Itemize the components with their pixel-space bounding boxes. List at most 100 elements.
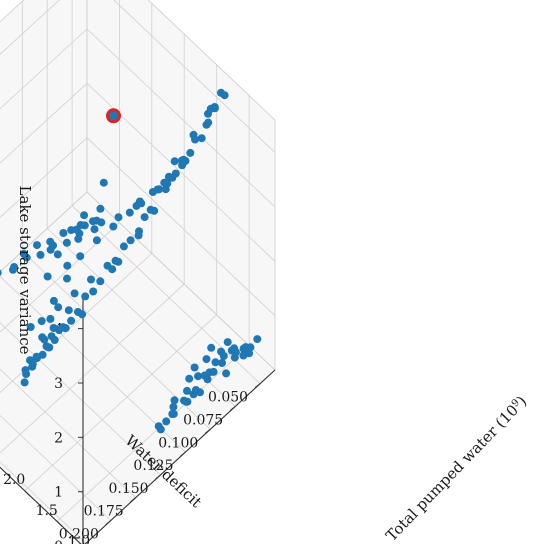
data-point-144 [33,241,41,250]
data-point-34 [185,374,194,383]
grid-z-wall-y-4 [113,0,276,153]
grid-y-floor-7 [0,461,87,544]
data-point-161 [46,245,55,254]
z-tick-label-0: 0 [54,539,63,544]
grid-z-wall-x-3 [0,28,88,110]
data-point-124 [80,211,89,220]
grid-z-wall-x-0 [0,191,88,273]
y-tick-label-2: 0.100 [158,435,198,451]
data-point-74 [126,236,135,245]
grid-z-wall-x-4 [0,0,60,55]
data-point-140 [59,229,68,237]
data-point-64 [171,169,180,178]
x-tick-mark-1 [24,490,31,497]
data-point-118 [40,335,49,344]
data-point-24 [217,347,225,356]
data-point-105 [67,316,76,325]
data-point-134 [89,217,97,226]
data-point-19 [230,344,239,353]
data-point-84 [92,236,101,245]
y-tick-mark-6 [105,520,112,525]
y-tick-mark-5 [130,497,137,503]
data-point-119 [76,252,85,261]
data-point-133 [97,218,106,227]
data-point-80 [87,275,95,284]
data-point-89 [81,292,90,301]
data-point-109 [61,324,70,333]
x-tick-label-0: 1.0 [68,533,90,544]
data-point-36 [190,363,199,372]
x-tick-mark-0 [56,521,63,527]
data-point-129 [53,250,62,259]
data-point-31 [162,417,171,426]
grid-z-wall-x-2 [0,83,88,164]
x-tick-label-2: 2.0 [3,472,25,488]
data-point-79 [109,222,118,231]
data-point-72 [148,188,157,196]
data-point-9 [222,369,231,378]
data-point-127 [49,296,58,305]
data-point-121 [99,178,108,187]
y-tick-mark-0 [254,383,261,389]
grid-x-floor-1 [24,314,217,492]
y-tick-mark-1 [229,406,236,411]
data-point-125 [63,274,71,283]
grid-z-wall-y-3 [86,28,276,208]
data-point-128 [43,272,52,281]
data-point-18 [205,368,214,377]
data-point-40 [170,396,179,405]
data-point-142 [46,237,55,246]
data-point-75 [125,208,134,217]
grid-y-floor-2 [22,251,211,430]
data-point-0 [253,335,262,344]
grid-x-floor-2 [0,283,185,454]
y-tick-label-5: 0.175 [84,504,124,520]
data-point-69 [146,205,155,214]
data-point-113 [38,350,47,359]
data-point-37 [169,402,178,411]
data-point-33 [168,410,177,418]
data-point-30 [183,386,191,395]
grid-z-wall-y-0 [86,191,276,371]
data-point-86 [70,289,79,298]
data-point-162 [9,265,17,274]
data-point-27 [223,338,232,347]
grid-y-floor-4 [0,322,161,476]
data-point-139 [62,238,71,247]
y-tick-label-0: 0.050 [208,390,248,406]
x-axis-title: Total pumped water (109) [382,392,530,544]
grid-y-floor-6 [0,414,112,521]
grid-z-wall-x-1 [0,137,88,218]
data-point-112 [55,326,63,335]
data-point-88 [114,213,123,222]
data-point-61 [220,91,229,100]
data-point-143 [36,250,45,259]
data-point-71 [119,242,128,251]
data-point-12 [241,343,250,352]
y-tick-label-6: 0.200 [59,527,99,543]
data-point-32 [202,355,211,364]
data-point-94 [89,287,98,296]
y-tick-label-1: 0.075 [183,413,223,429]
grid-y-floor-5 [0,368,136,498]
data-point-111 [28,362,37,371]
data-point-39 [154,422,163,431]
x-axis-title-main: Total pumped water (10 [382,401,522,544]
chart-tick-labels: 1.01.52.02.53.03.50.0500.0750.1000.1250.… [3,322,248,544]
y-tick-mark-4 [155,474,161,480]
data-point-116 [32,352,41,361]
data-point-146 [19,249,28,258]
data-point-38 [207,343,216,352]
chart-points [0,88,262,434]
data-point-90 [54,303,63,312]
data-point-57 [181,156,190,165]
data-point-136 [80,221,89,230]
data-point-25 [180,396,188,405]
data-point-14 [218,359,226,367]
data-point-110 [44,343,53,352]
data-point-132 [26,323,35,331]
data-point-87 [114,257,123,266]
grid-x-floor-4 [0,222,120,333]
x-axis-line [0,466,82,544]
